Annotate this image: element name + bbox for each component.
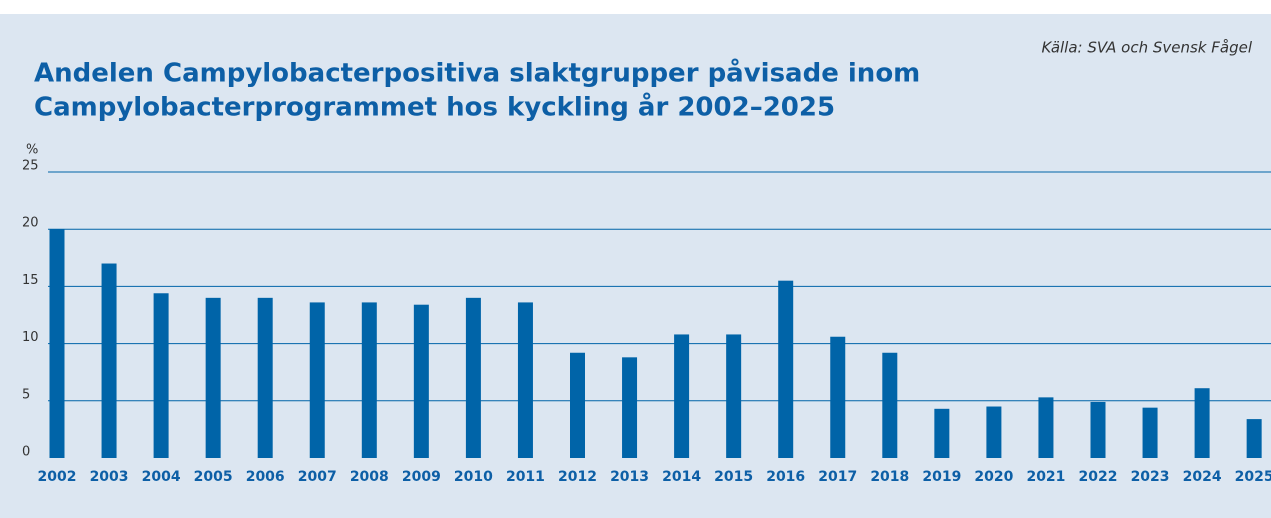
x-tick-label: 2015 xyxy=(714,469,753,485)
bar xyxy=(1142,407,1158,458)
bar xyxy=(1038,397,1054,458)
y-tick-label: 10 xyxy=(22,330,39,345)
bar xyxy=(934,408,950,458)
x-tick-label: 2009 xyxy=(402,469,441,485)
source: Källa: SVA och Svensk Fågel xyxy=(1042,39,1253,57)
y-tick-label: 15 xyxy=(22,273,39,288)
bar xyxy=(413,304,429,458)
y-axis-label: % xyxy=(26,143,38,158)
x-tick-label: 2004 xyxy=(142,469,181,485)
y-tick-label: 0 xyxy=(22,445,30,460)
y-tick-label: 5 xyxy=(22,387,30,402)
bar xyxy=(570,352,585,458)
x-tick-label: 2003 xyxy=(90,469,129,485)
x-tick-label: 2010 xyxy=(454,469,493,485)
bar xyxy=(726,334,742,458)
bar xyxy=(1090,401,1106,458)
chart-title: Andelen Campylobacterpositiva slaktgrupp… xyxy=(34,57,920,89)
bar xyxy=(465,297,481,458)
bar xyxy=(1194,388,1210,458)
x-tick-label: 2006 xyxy=(246,469,285,485)
x-tick-label: 2025 xyxy=(1235,469,1271,485)
bar xyxy=(309,302,325,458)
y-tick-label: 20 xyxy=(22,216,39,231)
x-tick-label: 2023 xyxy=(1131,469,1170,485)
x-tick-label: 2024 xyxy=(1183,469,1222,485)
x-tick-label: 2013 xyxy=(610,469,649,485)
x-tick-label: 2005 xyxy=(194,469,233,485)
x-tick-label: 2021 xyxy=(1026,469,1065,485)
bar xyxy=(205,297,221,458)
bar xyxy=(153,293,169,458)
x-tick-label: 2007 xyxy=(298,469,337,485)
x-tick-label: 2018 xyxy=(870,469,909,485)
y-tick-label: 25 xyxy=(22,159,39,174)
bar xyxy=(101,263,117,458)
x-tick-label: 2008 xyxy=(350,469,389,485)
bar xyxy=(49,229,65,458)
bar xyxy=(830,336,846,458)
bar xyxy=(986,406,1002,458)
x-tick-label: 2011 xyxy=(506,469,545,485)
bar xyxy=(1246,419,1262,458)
bar xyxy=(257,297,273,458)
bar xyxy=(622,357,638,458)
x-tick-label: 2014 xyxy=(662,469,701,485)
bar xyxy=(517,302,533,458)
x-tick-label: 2022 xyxy=(1079,469,1118,485)
x-tick-label: 2017 xyxy=(818,469,857,485)
bar xyxy=(778,280,794,458)
x-tick-label: 2020 xyxy=(974,469,1013,485)
bar xyxy=(361,302,377,458)
bar xyxy=(882,352,898,458)
x-tick-label: 2019 xyxy=(922,469,961,485)
x-tick-label: 2016 xyxy=(766,469,805,485)
bar xyxy=(674,334,690,458)
chart-title: Campylobacterprogrammet hos kyckling år … xyxy=(34,91,835,123)
x-tick-label: 2012 xyxy=(558,469,597,485)
x-tick-label: 2002 xyxy=(38,469,77,485)
